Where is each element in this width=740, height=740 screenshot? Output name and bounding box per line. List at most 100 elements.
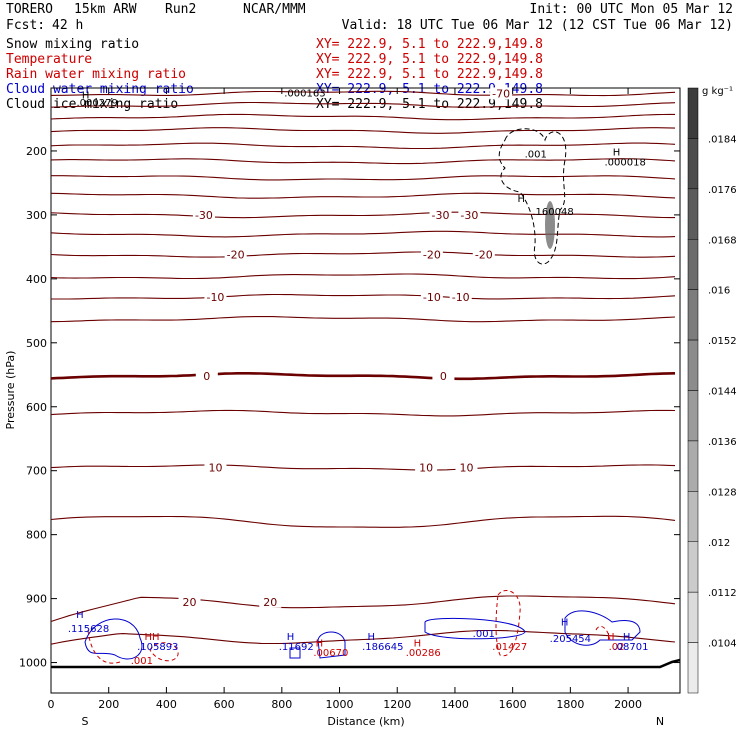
y-axis-label: Pressure (hPa) [4,351,17,430]
colorbar-segment [687,541,699,593]
isotherm-label: 0 [440,370,447,383]
isotherm-label: -20 [423,249,441,262]
legend-field-name: Cloud ice mixing ratio [6,97,178,112]
contour-annotation: .000163 [284,89,325,100]
contour-annotation: .08701 [613,642,648,653]
forecast-hour: 42 h [52,18,83,33]
colorbar-label: .0104 [708,639,737,650]
x-tick-label: 600 [214,698,235,711]
isotherm-label-mask [449,290,472,303]
contour-annotation: H [607,632,615,643]
isotherm-line [50,113,675,121]
colorbar-label: .012 [708,538,730,549]
colorbar-label: .0184 [708,134,737,145]
y-tick-label: 500 [26,337,47,350]
isotherm-line [51,175,676,181]
cloud-water-contour [84,618,143,660]
isotherm-label-mask [192,208,215,221]
isotherm-label: -30 [195,209,213,222]
hydrometeor-contours [84,128,641,664]
run-label: Run2 [165,2,196,17]
y-tick-label: 200 [26,145,47,158]
x-tick-label: 1200 [383,698,411,711]
colorbar-label: .0176 [708,185,737,196]
cloud-water-contour [424,617,526,640]
isotherm-line [50,230,676,238]
south-label: S [82,715,89,728]
isotherm-label: 10 [419,462,433,475]
isotherm-label: 20 [263,596,277,609]
x-axis-label: Distance (km) [327,715,404,728]
temperature-isotherms: -70 -30 -30 -30 -20 -20 -20 -10 -10 -10 0 0 10 10 10 20… [50,87,681,669]
contour-annotation: .02 [609,642,625,653]
isotherm-label: -20 [475,249,493,262]
legend-xy-range: XY= 222.9, 5.1 to 222.9,149.8 [316,52,543,67]
contour-annotation: .00286 [406,648,441,659]
isotherm-line [50,595,676,623]
organization: NCAR/MMM [243,2,306,17]
valid-time: Valid: 18 UTC Tue 06 Mar 12 (12 CST Tue … [342,18,733,33]
rain-water-contour [87,629,121,664]
contour-annotation: .001 [473,629,495,640]
field-legend: Snow mixing ratio XY= 222.9, 5.1 to 222.9… [6,37,543,112]
x-tick-label: 0 [48,698,55,711]
colorbar-label: .0168 [708,235,737,246]
contour-annotation: H [287,632,295,643]
colorbar-units: g kg⁻¹ [702,86,733,97]
cloud-water-contour [289,647,301,659]
isotherm-line [50,90,676,97]
run-description: 15km ARW [74,2,137,17]
x-tick-label: 1400 [441,698,469,711]
colorbar-label: .016 [708,286,730,297]
isotherm-label-mask [429,208,452,221]
isotherm-label: 20 [182,596,196,609]
isotherm-line [50,515,676,528]
legend-field-name: Temperature [6,52,92,67]
x-tick-label: 200 [98,698,119,711]
colorbar-segment [687,188,699,240]
isotherm-label: -70 [492,87,510,100]
colorbar-segment [687,642,699,694]
colorbar-label: .0112 [708,588,737,599]
rain-water-contour [495,590,521,657]
rain-water-contour [149,642,179,662]
contour-annotation: .205454 [550,634,591,645]
contour-annotation: .115628 [68,624,109,635]
contour-annotation: H [613,147,621,158]
isotherm-line [50,211,675,219]
isotherm-label-mask [204,290,227,303]
contour-annotation: H [518,194,526,205]
contour-annotation: .001 [131,656,153,667]
isotherm-line [50,629,676,645]
isotherm-label-mask [458,208,481,221]
model-name: TORERO [6,2,53,17]
colorbar-label: .0144 [708,387,737,398]
isotherm-line [50,158,676,165]
colorbar-segment [687,440,699,492]
contour-annotation: .186645 [362,642,403,653]
colorbar-segment [687,289,699,341]
isotherm-label-mask [415,461,438,474]
contour-annotation: H [82,91,90,102]
isotherm-label: -10 [452,291,470,304]
isotherm-label: -10 [423,291,441,304]
isotherm-line [50,251,676,258]
isotherm-label: 0 [203,370,210,383]
legend-field-name: Snow mixing ratio [6,37,139,52]
contour-annotation: .001 [525,149,547,160]
isotherm-label-mask [420,248,443,261]
contour-annotation: .105893 [137,642,178,653]
contour-annotation: .00670 [313,648,348,659]
isotherm-line [50,101,676,108]
y-tick-label: 600 [26,401,47,414]
x-tick-label: 1600 [499,698,527,711]
colorbar-label: .0152 [708,336,737,347]
contour-annotation: H [76,610,84,621]
y-tick-label: 900 [26,593,47,606]
cloud-ice-contour [498,128,567,265]
legend-field-name: Cloud water mixing ratio [6,82,194,97]
isotherm-label: -20 [227,249,245,262]
isotherm-label: -10 [206,291,224,304]
